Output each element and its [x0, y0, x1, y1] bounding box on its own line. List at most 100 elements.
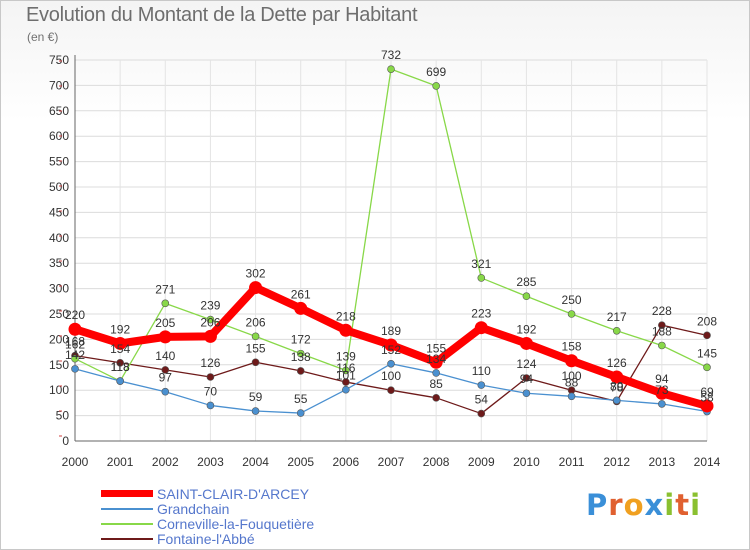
- data-label: 118: [111, 360, 130, 374]
- data-label: 239: [200, 299, 220, 313]
- data-point: [339, 323, 353, 337]
- data-label: 206: [246, 315, 266, 329]
- data-label: 155: [426, 341, 446, 355]
- logo-letter: i: [664, 488, 676, 522]
- data-label: 126: [607, 356, 627, 370]
- data-point: [161, 366, 170, 374]
- data-label: 321: [471, 257, 491, 271]
- x-tick-label: 2012: [603, 455, 630, 469]
- x-tick-label: 2000: [62, 455, 89, 469]
- data-point: [432, 369, 440, 377]
- y-tick-label: 550: [49, 155, 69, 169]
- y-tick-label: 750: [49, 53, 69, 67]
- data-label: 116: [336, 361, 355, 375]
- logo-letter: o: [623, 488, 645, 522]
- legend-label: Grandchain: [157, 501, 230, 517]
- data-label: 152: [381, 343, 401, 357]
- legend-swatch: [101, 490, 153, 497]
- data-point: [429, 355, 443, 369]
- data-label: 699: [426, 65, 446, 79]
- data-label: 110: [472, 364, 491, 378]
- data-point: [477, 381, 486, 389]
- y-tick-label: 250: [49, 307, 69, 321]
- x-tick-label: 2013: [649, 455, 676, 469]
- data-label: 100: [381, 369, 401, 383]
- data-point: [519, 336, 533, 350]
- data-label: 223: [471, 307, 491, 321]
- data-label: 97: [159, 371, 173, 385]
- logo-letter: t: [675, 488, 691, 522]
- data-point: [206, 373, 215, 381]
- data-label: 217: [607, 310, 627, 324]
- x-tick-label: 2010: [513, 455, 540, 469]
- data-label: 142: [65, 348, 85, 362]
- data-label: 155: [246, 341, 266, 355]
- data-label: 208: [697, 314, 717, 328]
- data-point: [432, 394, 440, 402]
- data-point: [565, 354, 579, 368]
- y-tick-label: 200: [49, 332, 69, 346]
- y-tick-label: 500: [49, 180, 69, 194]
- data-point: [477, 409, 486, 418]
- legend-label: Fontaine-l'Abbé: [157, 531, 255, 547]
- data-label: 54: [475, 393, 489, 407]
- data-point: [700, 399, 714, 413]
- data-label: 192: [110, 322, 130, 336]
- x-tick-label: 2005: [287, 455, 314, 469]
- data-point: [113, 336, 127, 350]
- y-tick-label: 300: [49, 282, 69, 296]
- data-label: 94: [520, 372, 534, 386]
- data-point: [161, 387, 170, 396]
- data-point: [158, 330, 172, 344]
- x-tick-label: 2014: [694, 455, 721, 469]
- data-label: 139: [336, 349, 356, 363]
- x-tick-label: 2007: [378, 455, 405, 469]
- data-point: [342, 385, 350, 394]
- x-tick-label: 2004: [242, 455, 269, 469]
- data-label: 73: [655, 383, 669, 397]
- data-point: [477, 274, 486, 282]
- data-label: 285: [516, 275, 536, 289]
- data-label: 69: [700, 385, 714, 399]
- data-point: [612, 326, 621, 335]
- data-point: [206, 401, 215, 410]
- data-label: 85: [429, 377, 443, 391]
- data-point: [387, 359, 395, 368]
- logo-letter: P: [586, 488, 609, 522]
- data-label: 205: [155, 316, 175, 330]
- data-label: 58: [700, 391, 714, 405]
- y-tick-label: 450: [49, 205, 69, 219]
- y-tick-label: 700: [49, 78, 69, 92]
- chart-title: Evolution du Montant de la Dette par Hab…: [26, 4, 418, 26]
- data-label: 192: [516, 322, 536, 336]
- data-label: 302: [246, 267, 266, 281]
- data-label: 80: [610, 379, 624, 393]
- data-point: [249, 281, 263, 295]
- x-tick-label: 2002: [152, 455, 179, 469]
- data-point: [71, 354, 79, 363]
- data-label: 206: [200, 315, 220, 329]
- x-tick-label: 2009: [468, 455, 495, 469]
- proxiti-logo: Proxiti: [586, 488, 701, 522]
- data-label: 126: [200, 356, 220, 370]
- data-label: 220: [65, 308, 85, 322]
- data-point: [522, 292, 531, 301]
- data-point: [703, 331, 711, 340]
- data-label: 78: [610, 380, 624, 394]
- data-point: [251, 407, 260, 415]
- data-label: 154: [110, 342, 130, 356]
- data-label: 55: [294, 392, 308, 406]
- data-point: [522, 374, 531, 382]
- data-label: 158: [562, 340, 582, 354]
- chart-unit: (en €): [27, 30, 59, 44]
- data-point: [387, 386, 395, 395]
- data-label: 88: [565, 375, 579, 389]
- data-label: 140: [155, 349, 175, 363]
- data-point: [68, 322, 82, 336]
- x-tick-label: 2011: [559, 455, 585, 469]
- data-point: [658, 341, 666, 350]
- y-tick-label: 150: [49, 358, 69, 372]
- data-label: 94: [655, 372, 669, 386]
- legend-swatch: [101, 538, 153, 540]
